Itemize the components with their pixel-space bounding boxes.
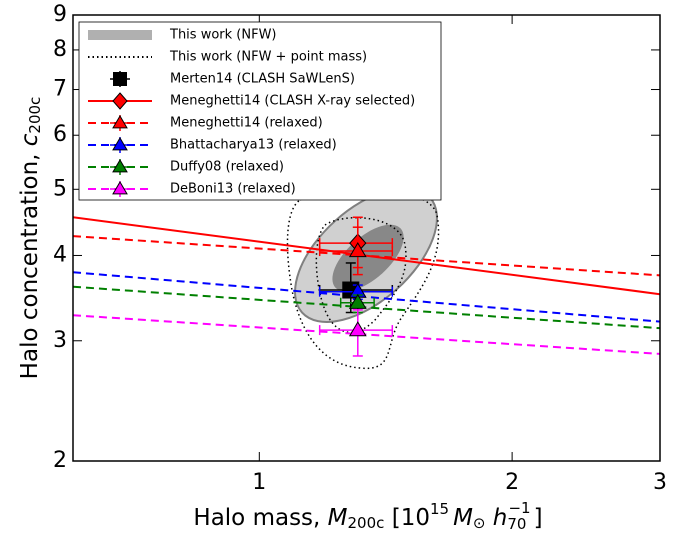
contour-dotted-outer — [286, 187, 440, 370]
y-tick-label: 2 — [53, 448, 67, 473]
legend-marker — [112, 115, 128, 129]
y-tick-label: 3 — [53, 328, 67, 353]
x-label-part: M — [453, 505, 473, 531]
legend-marker — [112, 92, 128, 110]
x-label-part: 70 — [507, 515, 526, 533]
legend: This work (NFW) This work (NFW + point ma… — [78, 21, 442, 201]
legend-label: Duffy08 (relaxed) — [170, 160, 284, 175]
x-tick-label: 3 — [653, 470, 667, 495]
y-label-part: Halo concentration, — [17, 146, 43, 379]
plot-area — [73, 216, 660, 357]
marker — [348, 242, 367, 258]
marker — [348, 321, 367, 337]
x-label-part: h — [486, 505, 508, 531]
y-tick-label: 4 — [53, 242, 67, 267]
legend-marker — [112, 159, 128, 173]
trend-line — [73, 271, 660, 323]
marker — [348, 293, 367, 309]
x-label-part: [10 — [384, 505, 430, 531]
plot-frame — [72, 14, 661, 462]
trend-line — [73, 235, 660, 277]
legend-marker — [113, 72, 127, 86]
trend-line — [73, 285, 660, 330]
y-tick-label: 7 — [53, 77, 67, 102]
legend-label: Meneghetti14 (relaxed) — [170, 116, 323, 131]
y-tick-label: 8 — [53, 37, 67, 62]
contour-dotted-inner — [315, 216, 407, 334]
legend-label: This work (NFW + point mass) — [169, 50, 367, 65]
legend-label: Meneghetti14 (CLASH X-ray selected) — [170, 94, 415, 109]
x-axis-label: Halo mass, M200c [1015 M⊙ h70−1] — [193, 499, 542, 533]
x-label-part: −1 — [508, 499, 530, 517]
legend-marker — [112, 137, 128, 151]
trend-line — [73, 314, 660, 355]
legend-label: DeBoni13 (relaxed) — [170, 182, 296, 197]
x-tick-label: 1 — [252, 470, 266, 495]
legend-marker — [112, 181, 128, 195]
trend-line — [73, 216, 660, 296]
x-label-part: M — [328, 505, 348, 531]
x-label-part: ] — [534, 505, 543, 531]
x-label-part: 15 — [430, 500, 449, 518]
legend-swatch — [88, 30, 152, 40]
y-label-part: 200c — [26, 97, 44, 134]
x-tick-label: 2 — [505, 470, 519, 495]
legend-label: This work (NFW) — [169, 28, 277, 43]
y-tick-label: 5 — [53, 176, 67, 201]
y-tick-label: 9 — [53, 2, 67, 27]
legend-label: Merten14 (CLASH SaWLenS) — [170, 72, 355, 87]
x-label-part: 200c — [348, 514, 385, 532]
legend-label: Bhattacharya13 (relaxed) — [170, 138, 337, 153]
y-tick-label: 6 — [53, 122, 67, 147]
y-label-part: c — [17, 133, 43, 146]
legend-frame — [78, 21, 442, 201]
y-axis-label: Halo concentration, c200c — [17, 97, 44, 380]
x-label-part: ⊙ — [473, 514, 486, 532]
x-label-part: Halo mass, — [193, 505, 327, 531]
